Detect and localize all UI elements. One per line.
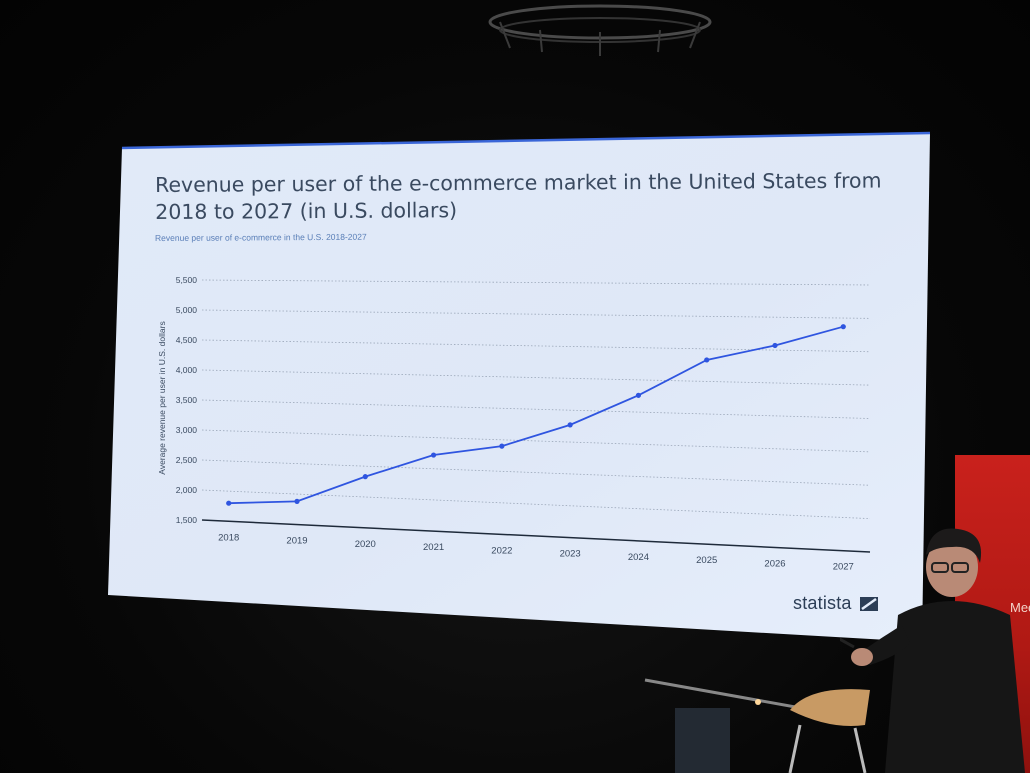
y-tick-label: 3,500 xyxy=(176,395,198,405)
podium-and-chair xyxy=(644,678,870,773)
gridline xyxy=(201,429,871,453)
gridline xyxy=(201,309,871,319)
x-tick-label: 2021 xyxy=(423,542,444,553)
y-tick-label: 5,000 xyxy=(176,305,198,315)
data-point xyxy=(840,324,846,330)
data-point xyxy=(499,443,505,449)
x-tick-label: 2023 xyxy=(560,549,581,560)
x-tick-label: 2024 xyxy=(628,552,649,563)
data-point xyxy=(772,342,778,349)
x-axis-line xyxy=(201,519,871,553)
series-line xyxy=(228,325,844,505)
data-point xyxy=(635,392,642,398)
x-tick-label: 2020 xyxy=(355,539,376,550)
data-point xyxy=(430,452,437,458)
y-axis-label: Average revenue per user in U.S. dollars xyxy=(157,321,167,474)
x-tick-label: 2019 xyxy=(286,536,307,547)
y-tick-label: 4,000 xyxy=(176,365,198,375)
banner-text: Meet Mag xyxy=(1010,600,1030,615)
x-tick-label: 2025 xyxy=(696,555,717,566)
gridline xyxy=(201,369,871,386)
statista-logo-icon xyxy=(860,597,878,611)
y-tick-label: 3,000 xyxy=(176,425,198,435)
x-tick-label: 2022 xyxy=(491,545,512,556)
statista-logo: statista xyxy=(793,593,852,613)
series-revenue-per-user xyxy=(226,324,846,506)
data-point xyxy=(567,422,573,428)
gridline xyxy=(201,399,871,419)
y-tick-label: 1,500 xyxy=(176,515,198,525)
gridline xyxy=(201,489,871,520)
data-point xyxy=(362,474,368,480)
x-tick-label: 2018 xyxy=(218,532,239,543)
y-tick-label: 4,500 xyxy=(176,335,198,345)
gridline xyxy=(201,279,871,286)
gridlines xyxy=(201,279,871,520)
x-tick-label: 2026 xyxy=(764,558,785,569)
data-point xyxy=(226,500,232,506)
x-tick-label: 2027 xyxy=(833,562,854,573)
axes: 1,500 2,000 2,500 3,000 3,500 4,000 4,500 5,000… xyxy=(176,275,871,573)
chandelier xyxy=(488,4,712,56)
data-point xyxy=(704,357,710,363)
y-tick-label: 2,000 xyxy=(176,485,198,495)
data-point xyxy=(294,498,300,504)
y-tick-label: 2,500 xyxy=(176,455,198,465)
gridline xyxy=(201,459,871,486)
y-tick-label: 5,500 xyxy=(176,275,198,285)
presenter xyxy=(840,528,1025,773)
